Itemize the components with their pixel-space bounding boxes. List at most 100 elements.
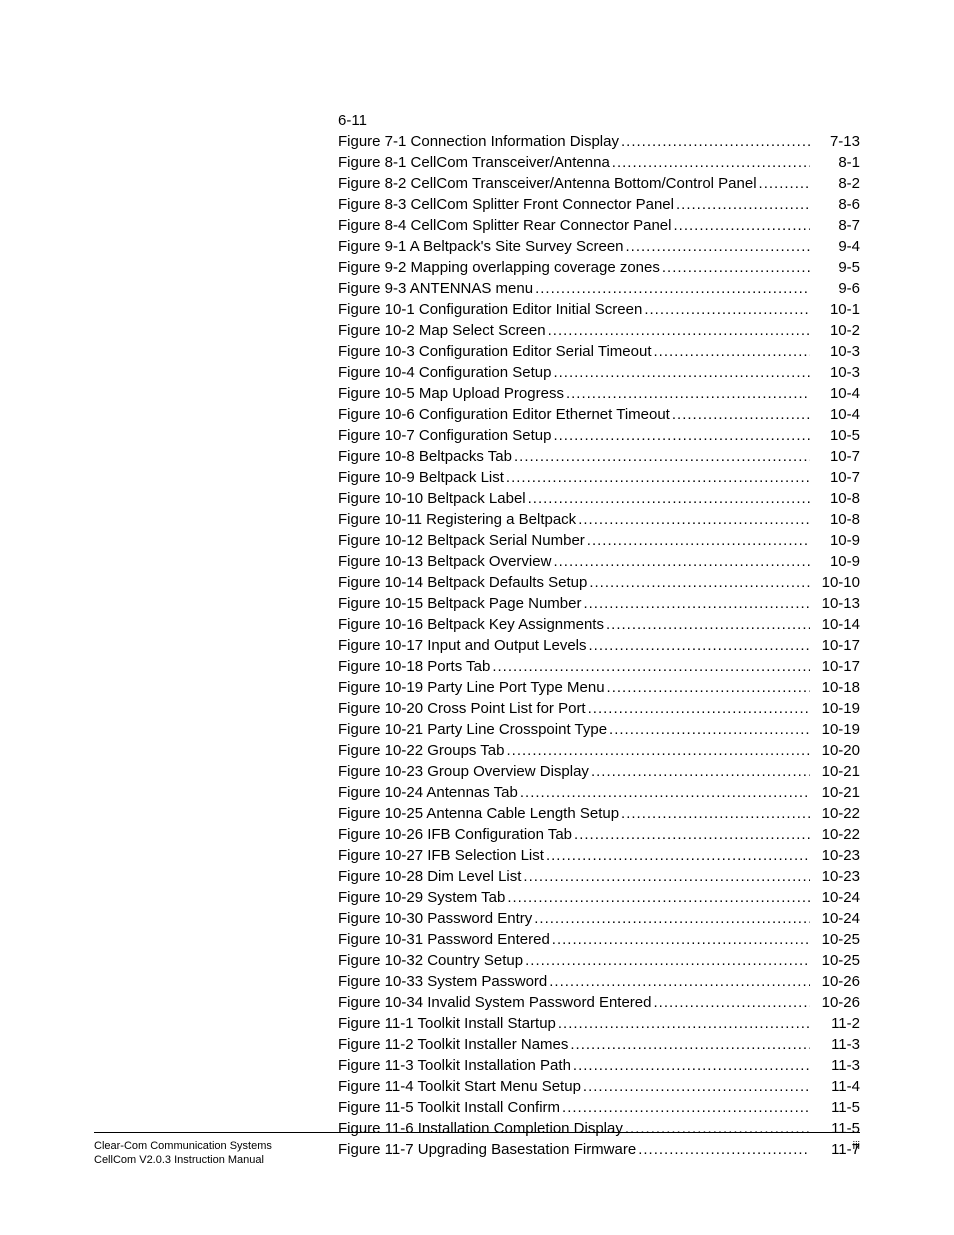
- toc-leader-dots: [621, 131, 810, 152]
- toc-leader-dots: [506, 467, 810, 488]
- toc-entry-page: 10-19: [812, 698, 860, 719]
- toc-row[interactable]: Figure 10-3 Configuration Editor Serial …: [338, 341, 860, 362]
- toc-row[interactable]: Figure 10-28 Dim Level List 10-23: [338, 866, 860, 887]
- toc-row[interactable]: Figure 10-2 Map Select Screen10-2: [338, 320, 860, 341]
- toc-row[interactable]: Figure 8-2 CellCom Transceiver/Antenna B…: [338, 173, 860, 194]
- toc-entry-page: 10-25: [812, 950, 860, 971]
- toc-row[interactable]: Figure 11-2 Toolkit Installer Names11-3: [338, 1034, 860, 1055]
- toc-row[interactable]: Figure 11-5 Toolkit Install Confirm11-5: [338, 1097, 860, 1118]
- toc-row[interactable]: Figure 10-25 Antenna Cable Length Setup1…: [338, 803, 860, 824]
- toc-entry-label: Figure 10-19 Party Line Port Type Menu: [338, 677, 605, 698]
- orphan-continuation-line: 6-11: [338, 110, 860, 131]
- toc-leader-dots: [546, 845, 810, 866]
- toc-entry-label: Figure 10-17 Input and Output Levels: [338, 635, 587, 656]
- toc-row[interactable]: Figure 11-1 Toolkit Install Startup11-2: [338, 1013, 860, 1034]
- toc-leader-dots: [549, 971, 810, 992]
- toc-entry-label: Figure 10-14 Beltpack Defaults Setup: [338, 572, 587, 593]
- toc-row[interactable]: Figure 10-30 Password Entry10-24: [338, 908, 860, 929]
- toc-entry-page: 10-9: [812, 530, 860, 551]
- toc-row[interactable]: Figure 10-17 Input and Output Levels 10-1…: [338, 635, 860, 656]
- footer-rule: [94, 1132, 860, 1133]
- toc-row[interactable]: Figure 10-18 Ports Tab10-17: [338, 656, 860, 677]
- toc-row[interactable]: Figure 10-20 Cross Point List for Port 10…: [338, 698, 860, 719]
- toc-row[interactable]: Figure 10-22 Groups Tab10-20: [338, 740, 860, 761]
- toc-row[interactable]: Figure 10-21 Party Line Crosspoint Type 1…: [338, 719, 860, 740]
- toc-entry-label: Figure 10-33 System Password: [338, 971, 547, 992]
- toc-row[interactable]: Figure 10-27 IFB Selection List10-23: [338, 845, 860, 866]
- toc-entry-page: 11-3: [812, 1055, 860, 1076]
- footer-manual: CellCom V2.0.3 Instruction Manual: [94, 1153, 272, 1167]
- toc-row[interactable]: Figure 9-3 ANTENNAS menu9-6: [338, 278, 860, 299]
- toc-entry-label: Figure 11-5 Toolkit Install Confirm: [338, 1097, 560, 1118]
- toc-row[interactable]: Figure 10-16 Beltpack Key Assignments10-…: [338, 614, 860, 635]
- toc-entry-page: 10-18: [812, 677, 860, 698]
- toc-row[interactable]: Figure 7-1 Connection Information Displa…: [338, 131, 860, 152]
- toc-entry-label: Figure 10-28 Dim Level List: [338, 866, 521, 887]
- toc-row[interactable]: Figure 10-23 Group Overview Display10-21: [338, 761, 860, 782]
- toc-entry-page: 10-4: [812, 404, 860, 425]
- toc-row[interactable]: Figure 10-10 Beltpack Label10-8: [338, 488, 860, 509]
- toc-row[interactable]: Figure 10-9 Beltpack List10-7: [338, 467, 860, 488]
- toc-row[interactable]: Figure 8-3 CellCom Splitter Front Connec…: [338, 194, 860, 215]
- toc-leader-dots: [535, 278, 810, 299]
- toc-leader-dots: [570, 1034, 810, 1055]
- toc-leader-dots: [514, 446, 810, 467]
- toc-row[interactable]: Figure 10-7 Configuration Setup10-5: [338, 425, 860, 446]
- toc-row[interactable]: Figure 10-32 Country Setup 10-25: [338, 950, 860, 971]
- toc-row[interactable]: Figure 10-6 Configuration Editor Etherne…: [338, 404, 860, 425]
- toc-leader-dots: [654, 341, 811, 362]
- toc-row[interactable]: Figure 10-14 Beltpack Defaults Setup10-1…: [338, 572, 860, 593]
- toc-entry-page: 10-23: [812, 866, 860, 887]
- toc-row[interactable]: Figure 10-8 Beltpacks Tab10-7: [338, 446, 860, 467]
- toc-row[interactable]: Figure 10-12 Beltpack Serial Number10-9: [338, 530, 860, 551]
- toc-leader-dots: [626, 236, 810, 257]
- toc-row[interactable]: Figure 10-19 Party Line Port Type Menu 10…: [338, 677, 860, 698]
- toc-row[interactable]: Figure 8-4 CellCom Splitter Rear Connect…: [338, 215, 860, 236]
- toc-row[interactable]: Figure 10-24 Antennas Tab10-21: [338, 782, 860, 803]
- toc-row[interactable]: Figure 10-31 Password Entered10-25: [338, 929, 860, 950]
- toc-entry-page: 10-24: [812, 887, 860, 908]
- toc-entry-label: Figure 10-27 IFB Selection List: [338, 845, 544, 866]
- toc-row[interactable]: Figure 10-34 Invalid System Password Ent…: [338, 992, 860, 1013]
- toc-row[interactable]: Figure 9-1 A Beltpack's Site Survey Scre…: [338, 236, 860, 257]
- toc-leader-dots: [507, 887, 810, 908]
- toc-entry-label: Figure 10-25 Antenna Cable Length Setup: [338, 803, 619, 824]
- toc-entry-label: Figure 10-21 Party Line Crosspoint Type: [338, 719, 607, 740]
- toc-row[interactable]: Figure 10-15 Beltpack Page Number10-13: [338, 593, 860, 614]
- toc-entry-label: Figure 10-20 Cross Point List for Port: [338, 698, 586, 719]
- toc-entry-label: Figure 10-22 Groups Tab: [338, 740, 505, 761]
- toc-entry-label: Figure 11-4 Toolkit Start Menu Setup: [338, 1076, 581, 1097]
- toc-entry-page: 10-9: [812, 551, 860, 572]
- toc-row[interactable]: Figure 10-13 Beltpack Overview10-9: [338, 551, 860, 572]
- toc-entry-page: 10-17: [812, 635, 860, 656]
- toc-row[interactable]: Figure 10-26 IFB Configuration Tab10-22: [338, 824, 860, 845]
- page: 6-11 Figure 7-1 Connection Information D…: [0, 0, 954, 1235]
- toc-entry-label: Figure 11-2 Toolkit Installer Names: [338, 1034, 568, 1055]
- toc-entry-page: 10-19: [812, 719, 860, 740]
- toc-row[interactable]: Figure 10-4 Configuration Setup10-3: [338, 362, 860, 383]
- toc-entry-page: 8-6: [812, 194, 860, 215]
- toc-entry-page: 11-2: [812, 1013, 860, 1034]
- toc-row[interactable]: Figure 9-2 Mapping overlapping coverage …: [338, 257, 860, 278]
- toc-row[interactable]: Figure 10-5 Map Upload Progress10-4: [338, 383, 860, 404]
- toc-row[interactable]: Figure 10-29 System Tab10-24: [338, 887, 860, 908]
- toc-entry-label: Figure 10-15 Beltpack Page Number: [338, 593, 581, 614]
- footer-left: Clear-Com Communication Systems CellCom …: [94, 1139, 272, 1167]
- toc-entry-label: Figure 10-32 Country Setup: [338, 950, 523, 971]
- toc-row[interactable]: Figure 10-11 Registering a Beltpack10-8: [338, 509, 860, 530]
- toc-entry-page: 8-1: [812, 152, 860, 173]
- toc-row[interactable]: Figure 8-1 CellCom Transceiver/Antenna8-…: [338, 152, 860, 173]
- toc-row[interactable]: Figure 11-4 Toolkit Start Menu Setup11-4: [338, 1076, 860, 1097]
- toc-leader-dots: [673, 215, 810, 236]
- toc-row[interactable]: Figure 10-33 System Password10-26: [338, 971, 860, 992]
- footer-page-number: iii: [853, 1139, 860, 1153]
- toc-entry-label: Figure 10-1 Configuration Editor Initial…: [338, 299, 642, 320]
- toc-row[interactable]: Figure 10-1 Configuration Editor Initial…: [338, 299, 860, 320]
- toc-leader-dots: [553, 551, 810, 572]
- toc-row[interactable]: Figure 11-3 Toolkit Installation Path11-…: [338, 1055, 860, 1076]
- toc-leader-dots: [672, 404, 810, 425]
- toc-entry-label: Figure 10-31 Password Entered: [338, 929, 550, 950]
- toc-leader-dots: [492, 656, 810, 677]
- toc-entry-page: 9-4: [812, 236, 860, 257]
- toc-entry-label: Figure 10-2 Map Select Screen: [338, 320, 546, 341]
